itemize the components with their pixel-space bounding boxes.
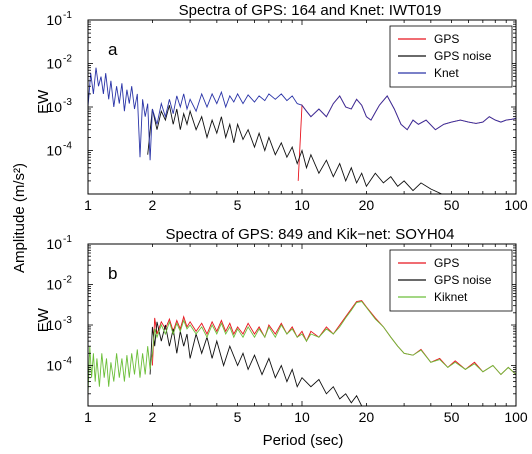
- series-line-kiknet: [88, 301, 516, 394]
- x-tick-label: 100: [504, 409, 528, 425]
- y-tick-exponent: -2: [63, 275, 72, 286]
- x-tick-label: 100: [504, 197, 528, 213]
- x-tick-label: 1: [84, 409, 92, 425]
- series-line-gps-noise: [147, 105, 442, 194]
- y-tick-label: 10: [46, 99, 62, 115]
- y-tick-label: 10: [46, 143, 62, 159]
- y-tick-exponent: -2: [63, 54, 72, 65]
- y-tick-label: 10: [46, 12, 62, 28]
- y-tick-label: 10: [46, 317, 62, 333]
- legend-label-gps-noise: GPS noise: [434, 49, 492, 63]
- y-tick-label: 10: [46, 277, 62, 293]
- shared-y-axis-label: Amplitude (m/s²): [11, 163, 28, 273]
- y-tick-label: 10: [46, 56, 62, 72]
- panel-letter: a: [108, 40, 118, 59]
- x-tick-label: 2: [149, 197, 157, 213]
- x-tick-label: 50: [444, 197, 460, 213]
- x-tick-label: 5: [234, 409, 242, 425]
- legend-label-gps: GPS: [434, 32, 459, 46]
- x-tick-label: 20: [359, 197, 375, 213]
- legend: GPS GPS noise Kiknet: [389, 249, 513, 312]
- y-tick-label: 10: [46, 358, 62, 374]
- y-tick-exponent: -1: [63, 234, 72, 245]
- x-tick-label: 5: [234, 197, 242, 213]
- legend-label-kiknet: Kiknet: [434, 290, 468, 304]
- x-tick-label: 10: [294, 197, 310, 213]
- x-tick-label: 20: [359, 409, 375, 425]
- y-tick-exponent: -3: [63, 315, 72, 326]
- shared-x-axis-label: Period (sec): [263, 432, 344, 449]
- y-axis-label: EW: [35, 307, 52, 332]
- y-tick-exponent: -4: [63, 141, 72, 152]
- x-tick-label: 10: [294, 409, 310, 425]
- y-tick-exponent: -1: [63, 10, 72, 21]
- panel-letter: b: [108, 264, 117, 283]
- series-line-gps-noise: [149, 321, 363, 406]
- legend-label-gps-noise: GPS noise: [434, 273, 492, 287]
- panel-title: Spectra of GPS: 849 and Kik−net: SOYH04: [166, 226, 455, 243]
- panel-title: Spectra of GPS: 164 and Knet: IWT019: [179, 2, 442, 19]
- y-tick-exponent: -4: [63, 356, 72, 367]
- x-tick-label: 50: [444, 409, 460, 425]
- legend-label-gps: GPS: [434, 256, 459, 270]
- series-line-knet: [88, 67, 516, 161]
- x-tick-label: 2: [149, 409, 157, 425]
- legend-label-knet: Knet: [434, 66, 459, 80]
- y-axis-label: EW: [35, 89, 52, 114]
- y-tick-label: 10: [46, 236, 62, 252]
- legend: GPS GPS noise Knet: [389, 25, 513, 88]
- x-tick-label: 1: [84, 197, 92, 213]
- y-tick-exponent: -3: [63, 97, 72, 108]
